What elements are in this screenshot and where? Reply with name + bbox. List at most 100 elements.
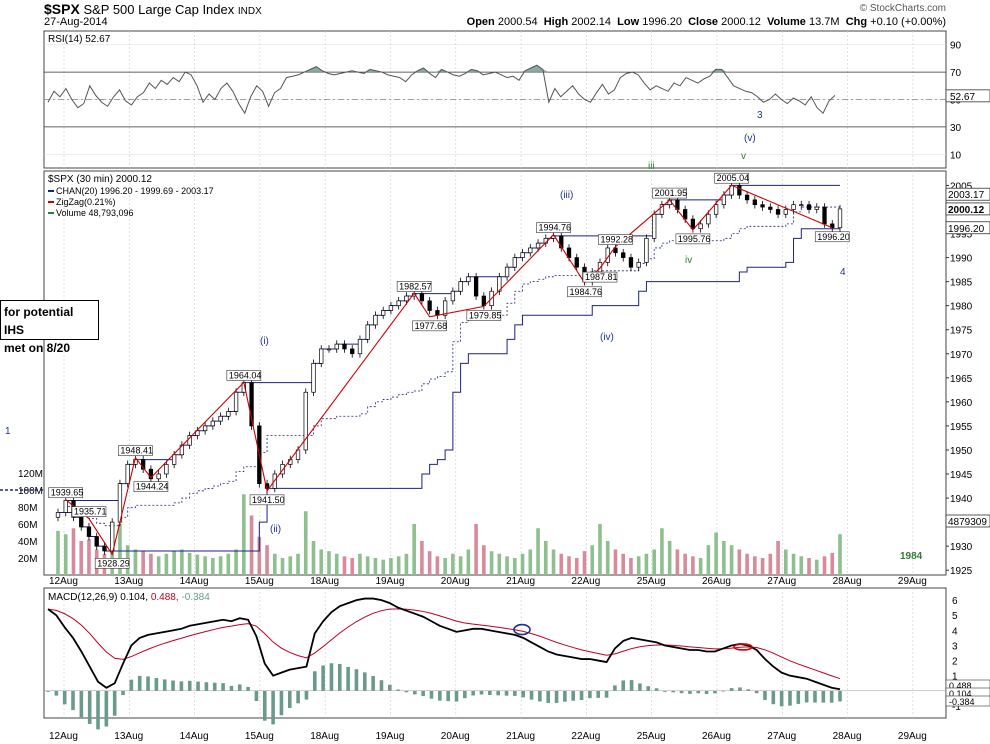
- macd-histogram-bar: [187, 680, 192, 691]
- macd-histogram-bar: [312, 671, 317, 691]
- candle-body: [528, 247, 533, 254]
- macd-ytick-label: 6: [952, 596, 958, 607]
- pivot-label-box: [48, 487, 84, 499]
- price-xtick-label: 21Aug: [506, 576, 535, 587]
- volume-bar: [56, 530, 60, 575]
- candle-body: [659, 204, 665, 215]
- volume-bar: [466, 549, 471, 575]
- macd-signal-line: [47, 608, 841, 680]
- volume-bar: [141, 551, 145, 575]
- wave-label-v: (v): [744, 133, 756, 144]
- volume-bar: [505, 556, 509, 575]
- price-ytick-label: 1950: [950, 446, 973, 457]
- macd-cross-circle-blue: [513, 623, 531, 636]
- open-label: Open: [466, 16, 495, 28]
- volume-bar: [737, 549, 742, 575]
- volume-bar: [110, 536, 114, 575]
- volume-bar: [242, 494, 246, 575]
- volume-bar: [71, 528, 76, 575]
- volume-bar: [218, 556, 223, 575]
- macd-histogram-bar: [679, 690, 684, 694]
- price-title: $SPX (30 min) 2000.12: [48, 174, 152, 185]
- macd-histogram-bar: [563, 690, 567, 702]
- candle-body: [55, 512, 61, 518]
- macd-xtick-label: 12Aug: [49, 731, 78, 742]
- candle-body: [628, 257, 634, 268]
- candle-body: [621, 252, 626, 258]
- volume-bar: [133, 549, 138, 575]
- candle-body: [63, 500, 68, 513]
- macd-histogram-bar: [246, 686, 250, 691]
- candle-body: [381, 310, 386, 316]
- macd-histogram-bar: [779, 690, 784, 707]
- macd-histogram-bar: [829, 690, 834, 703]
- candle-body: [559, 235, 564, 249]
- price-ytick-label: 1960: [950, 398, 973, 409]
- macd-histogram-bar: [696, 690, 701, 694]
- price-xtick-label: 26Aug: [702, 576, 731, 587]
- macd-xtick-label: 27Aug: [767, 731, 796, 742]
- price-xtick-label: 13Aug: [114, 576, 143, 587]
- volume-bar: [838, 534, 842, 575]
- macd-xtick-label: 13Aug: [114, 731, 143, 742]
- volume-axis-label: 100M: [18, 486, 43, 497]
- candle-body: [458, 281, 463, 292]
- candle-body: [644, 237, 649, 263]
- volume-bar: [187, 552, 192, 575]
- volume-bar: [226, 553, 231, 575]
- pivot-label-box: [814, 231, 850, 243]
- price-xtick-label: 20Aug: [441, 576, 470, 587]
- pivot-label-box: [71, 506, 107, 517]
- pivot-label-box: [396, 281, 432, 292]
- volume-bar: [745, 553, 749, 575]
- price-xtick-label: 25Aug: [637, 576, 666, 587]
- candle-body: [806, 204, 812, 210]
- pivot-label: 1979.85: [469, 310, 502, 320]
- candle-body: [388, 305, 394, 311]
- macd-xtick-label: 26Aug: [702, 731, 731, 742]
- macd-histogram-bar: [613, 685, 617, 691]
- macd-right-badge-value: -0.384: [949, 697, 975, 707]
- candle-body: [752, 199, 757, 206]
- volume-bar: [389, 558, 393, 575]
- macd-histogram-bar: [496, 690, 500, 696]
- price-xtick-label: 29Aug: [898, 576, 927, 587]
- macd-histogram-bar: [446, 690, 450, 702]
- pivot-label: 1987.81: [585, 272, 618, 282]
- candle-body: [574, 257, 579, 268]
- macd-histogram-bar: [237, 684, 242, 691]
- volume-bar: [63, 534, 68, 575]
- price-legend-entry: Volume 48,793,096: [56, 208, 134, 218]
- wave-label-ii: (ii): [270, 524, 281, 535]
- volume-bar: [87, 539, 91, 575]
- macd-histogram-bar: [579, 690, 584, 700]
- macd-histogram-bar: [671, 690, 676, 693]
- volume-axis-label: 60M: [18, 520, 37, 531]
- volume-bar: [706, 545, 711, 575]
- macd-histogram-bar: [688, 690, 692, 694]
- ihs-annotation-line2: met on 8/20: [4, 341, 71, 355]
- volume-label: Volume: [767, 16, 806, 28]
- macd-ytick-label: 2: [952, 657, 958, 668]
- macd-right-badge-value: 0.488: [949, 681, 972, 691]
- candle-body: [373, 314, 378, 326]
- macd-histogram-bar: [388, 684, 392, 691]
- volume-bar: [722, 541, 726, 575]
- pivot-label-box: [133, 481, 169, 492]
- macd-histogram-bar: [538, 690, 542, 702]
- macd-histogram-bar: [104, 690, 109, 727]
- macd-histogram-bar: [821, 690, 826, 703]
- volume-bar: [358, 553, 362, 575]
- symbol-name: S&P 500 Large Cap Index: [83, 2, 235, 17]
- candle-body: [744, 194, 750, 201]
- macd-ytick-label: 1: [952, 672, 958, 683]
- volume-bar: [598, 524, 602, 575]
- macd-histogram-bar: [838, 690, 842, 702]
- price-xtick-label: 14Aug: [180, 576, 209, 587]
- pivot-label: 1994.76: [539, 223, 572, 233]
- pivot-label-box: [94, 558, 130, 569]
- zigzag-line: [65, 184, 833, 556]
- candle-body: [690, 218, 696, 230]
- volume-bar: [474, 524, 478, 575]
